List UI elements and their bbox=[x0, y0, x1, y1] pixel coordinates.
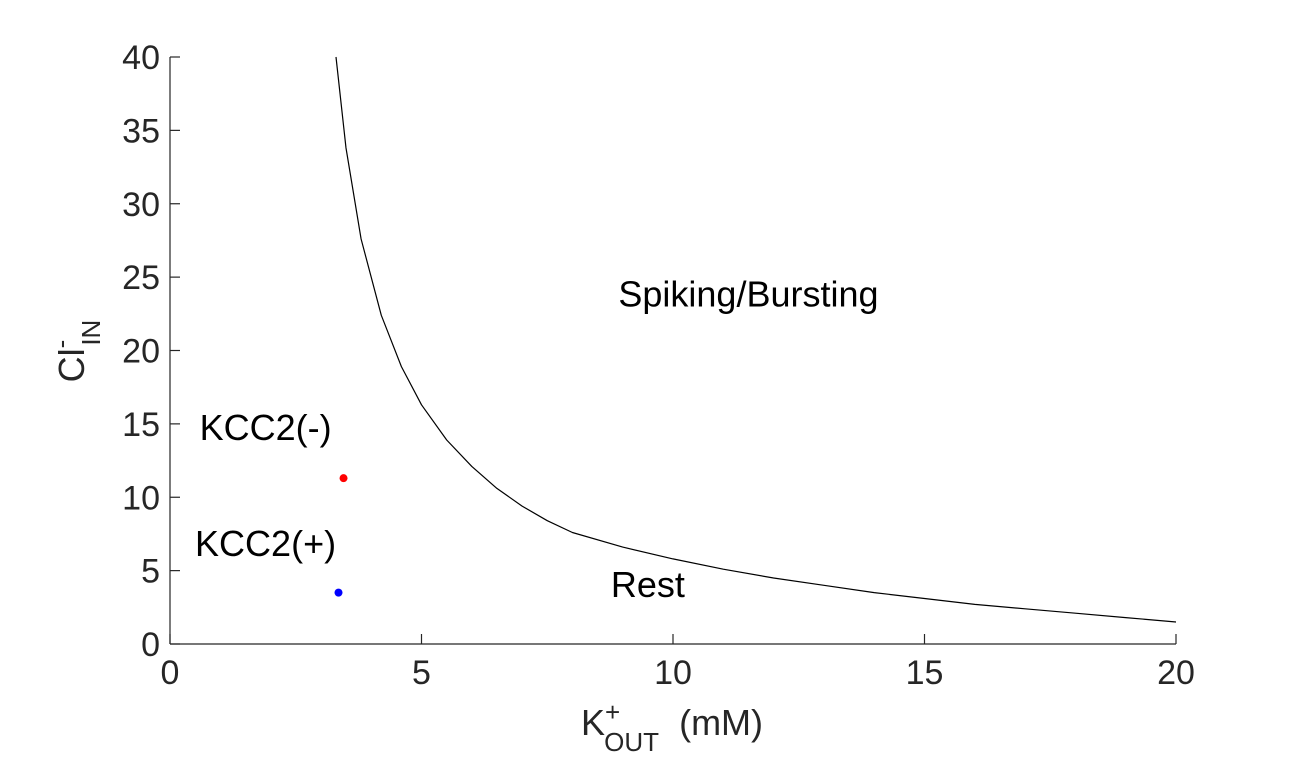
y-tick-label: 10 bbox=[122, 479, 160, 517]
annotation-label: KCC2(-) bbox=[200, 407, 332, 448]
y-tick-label: 15 bbox=[122, 406, 160, 444]
annotation-label: Rest bbox=[611, 564, 685, 605]
boundary-curve bbox=[335, 56, 1177, 623]
y-axis-label: Cl-IN bbox=[46, 320, 106, 383]
y-tick-label: 35 bbox=[122, 112, 160, 150]
y-tick-label: 0 bbox=[141, 626, 160, 664]
y-tick-label: 40 bbox=[122, 39, 160, 77]
ticks: 0 5 10 15 20 0 5 10 15 20 25 30 35 40 bbox=[122, 39, 1195, 692]
annotations: Spiking/Bursting Rest KCC2(-) KCC2(+) bbox=[195, 273, 878, 605]
x-tick-label: 10 bbox=[654, 654, 692, 692]
y-tick-label: 5 bbox=[141, 553, 160, 591]
x-tick-label: 15 bbox=[906, 654, 944, 692]
data-point bbox=[334, 588, 343, 597]
data-point bbox=[339, 474, 348, 483]
y-tick-label: 25 bbox=[122, 259, 160, 297]
x-tick-label: 5 bbox=[412, 654, 431, 692]
x-axis-label: K+ OUT (mM) bbox=[581, 697, 763, 757]
annotation-label: KCC2(+) bbox=[195, 523, 336, 564]
y-tick-label: 20 bbox=[122, 333, 160, 371]
annotation-label: Spiking/Bursting bbox=[618, 273, 878, 314]
series bbox=[334, 56, 1177, 623]
y-tick-label: 30 bbox=[122, 186, 160, 224]
x-tick-label: 0 bbox=[161, 654, 180, 692]
x-tick-label: 20 bbox=[1157, 654, 1195, 692]
